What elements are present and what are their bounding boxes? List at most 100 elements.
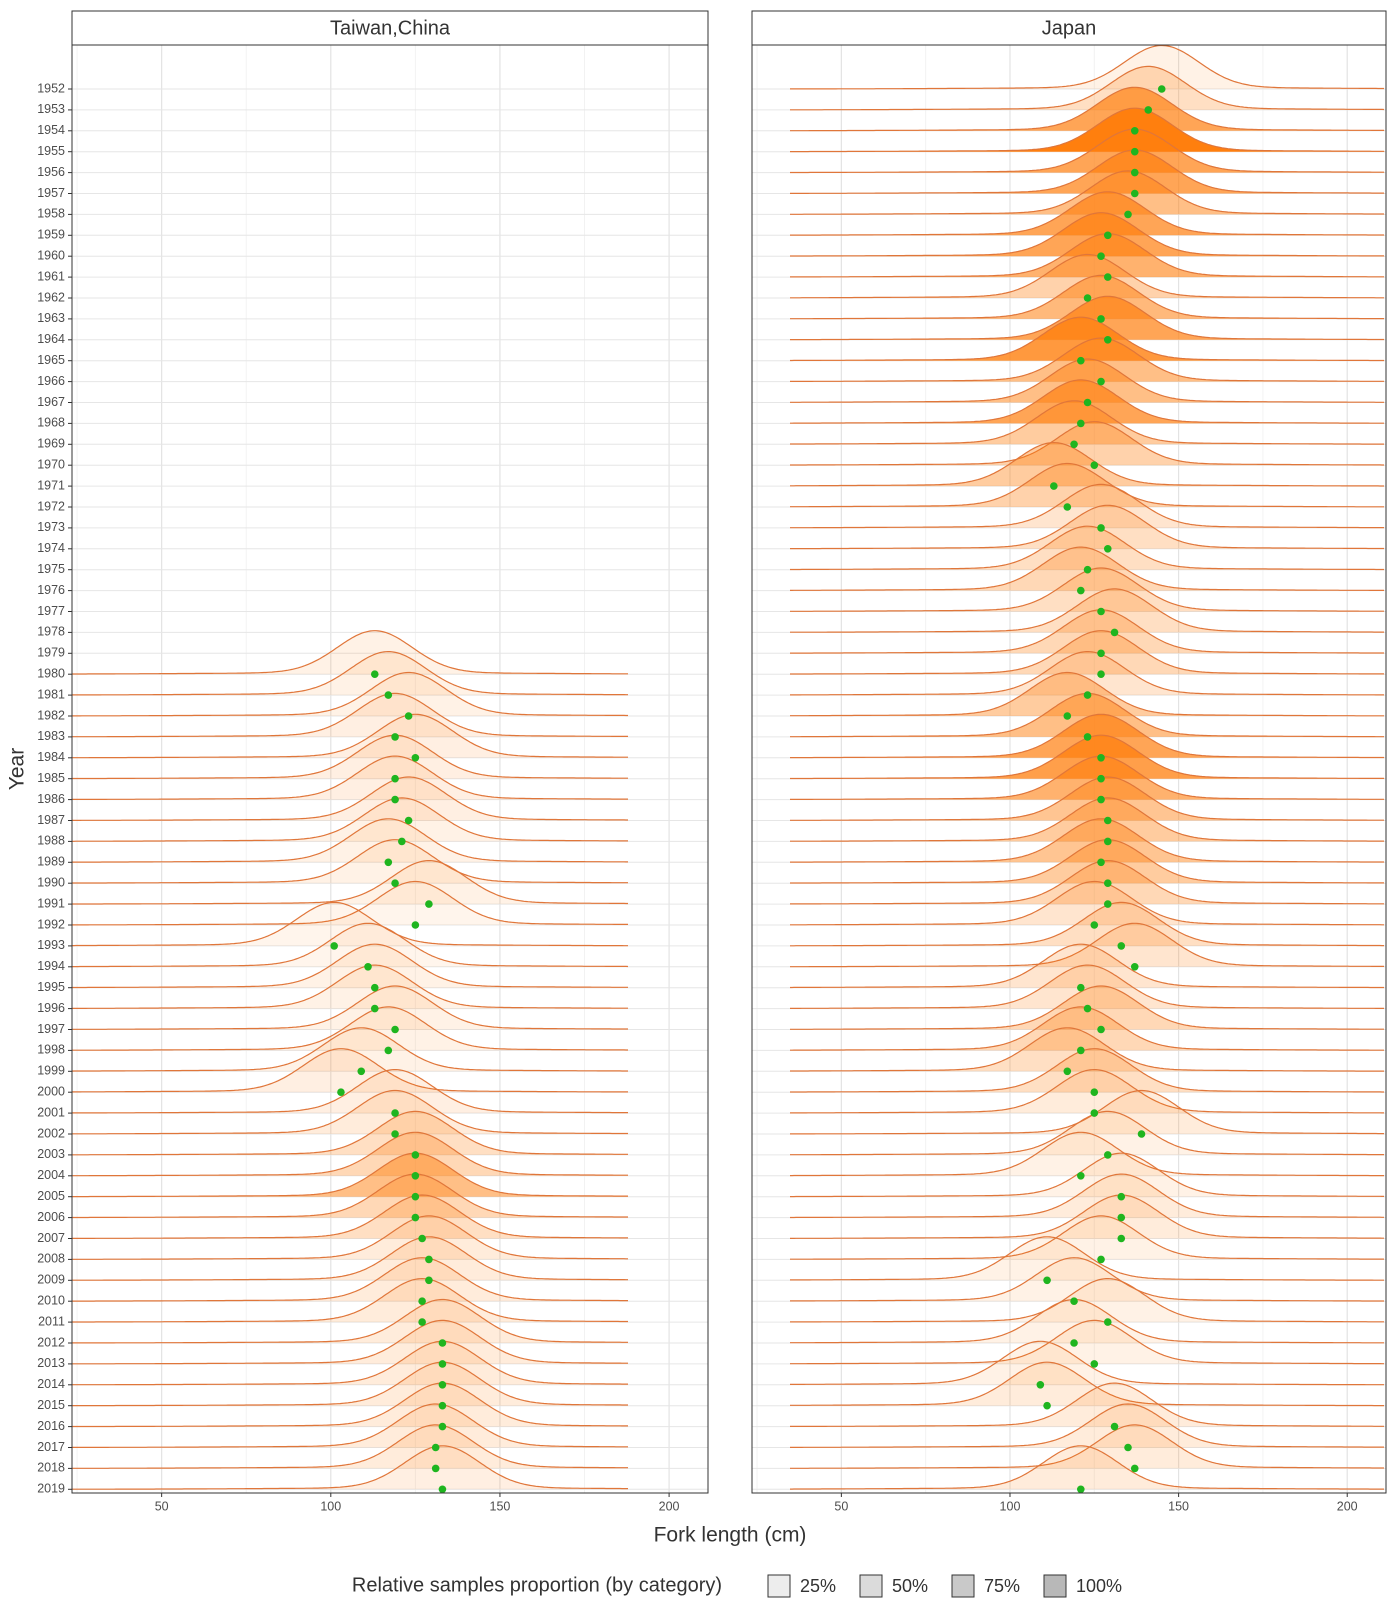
y-tick-label: 1970 — [37, 457, 65, 471]
ridge-outline — [790, 65, 1385, 111]
mean-point — [370, 1004, 379, 1013]
mean-point — [1090, 461, 1099, 470]
ridge — [790, 1341, 1385, 1385]
panel-background — [72, 45, 708, 1493]
ridge-outline — [790, 274, 1384, 320]
mean-point — [1130, 189, 1139, 198]
mean-point — [1097, 670, 1105, 678]
y-tick-label: 2010 — [37, 1293, 65, 1307]
ridge — [72, 1132, 628, 1176]
ridge — [790, 902, 1385, 946]
mean-point — [1103, 816, 1112, 825]
ridge-outline — [790, 441, 1384, 487]
legend-label: 75% — [984, 1576, 1020, 1596]
y-tick-label: 2008 — [37, 1252, 65, 1266]
ridge-outline — [72, 1236, 628, 1281]
ridge — [790, 756, 1385, 800]
ridge-outline — [72, 1048, 628, 1093]
mean-point — [1097, 252, 1105, 260]
mean-point — [425, 1276, 433, 1285]
y-tick-label: 1990 — [37, 875, 65, 889]
mean-point — [404, 816, 413, 825]
y-tick-label: 2012 — [37, 1335, 65, 1349]
y-tick-label: 1961 — [37, 269, 65, 283]
mean-point — [1103, 231, 1112, 240]
y-tick-label: 1958 — [37, 207, 65, 221]
ridge-outline — [790, 713, 1384, 759]
ridge — [790, 630, 1385, 675]
mean-point — [1070, 1339, 1078, 1347]
mean-point — [418, 1297, 426, 1305]
ridge — [790, 1132, 1385, 1176]
mean-point — [1077, 586, 1085, 595]
ridge-outline — [72, 1319, 628, 1365]
ridge-outline — [72, 1006, 628, 1051]
mean-point — [1083, 733, 1092, 741]
ridge-outline — [72, 1361, 628, 1407]
y-tick-label: 1964 — [37, 332, 65, 346]
panel-border — [71, 44, 709, 1494]
y-tick-label: 1952 — [37, 81, 65, 95]
mean-point — [1097, 649, 1105, 658]
y-tick-label: 2011 — [38, 1314, 65, 1328]
mean-point — [1063, 712, 1072, 720]
ridge — [790, 1236, 1385, 1281]
y-tick-label: 1971 — [37, 478, 65, 492]
mean-point — [438, 1485, 447, 1494]
mean-point — [1097, 607, 1105, 616]
ridge — [72, 777, 628, 821]
ridge — [790, 463, 1385, 507]
mean-point — [1097, 1025, 1105, 1034]
y-tick-label: 1973 — [37, 520, 65, 534]
ridge-outline — [790, 170, 1384, 215]
y-tick-label: 1974 — [37, 541, 65, 555]
mean-point — [391, 1025, 399, 1034]
ridge — [790, 254, 1385, 298]
ridge-outline — [72, 1340, 628, 1386]
ridge-outline — [790, 1361, 1384, 1407]
ridge-outline — [72, 880, 628, 926]
ridge-outline — [790, 901, 1384, 947]
legend-label: 25% — [800, 1576, 836, 1596]
ridge-outline — [790, 212, 1384, 257]
ridge — [790, 1257, 1385, 1302]
ridge-outline — [790, 1298, 1384, 1344]
mean-point — [1036, 1381, 1045, 1389]
ridge-outline — [790, 755, 1384, 800]
ridge — [72, 818, 628, 863]
ridge — [790, 150, 1385, 194]
mean-point — [411, 1151, 420, 1159]
ridge-outline — [790, 671, 1384, 717]
ridge-outline — [72, 901, 628, 947]
y-tick-label: 2016 — [37, 1419, 65, 1433]
ridge-outline — [790, 1403, 1384, 1448]
ridge — [790, 965, 1385, 1009]
ridge — [790, 170, 1385, 215]
legend-label: 50% — [892, 1576, 928, 1596]
ridge — [790, 108, 1385, 152]
ridge — [790, 442, 1385, 487]
mean-point — [1137, 1130, 1146, 1138]
panel-title: Taiwan,China — [330, 17, 451, 39]
y-tick-label: 1962 — [37, 290, 65, 304]
mean-point — [391, 795, 399, 804]
ridge-outline — [790, 1257, 1384, 1302]
y-tick-label: 1957 — [37, 186, 65, 200]
ridge-outline — [72, 922, 629, 968]
x-tick-label: 150 — [490, 1499, 511, 1513]
ridge — [72, 630, 628, 675]
panel-border — [751, 44, 1387, 1494]
ridge — [72, 693, 628, 737]
mean-point — [1130, 168, 1139, 177]
y-tick-label: 1991 — [37, 896, 65, 910]
mean-point — [411, 1172, 420, 1180]
mean-point — [1103, 837, 1112, 846]
ridge-outline — [790, 253, 1384, 299]
ridge-outline — [790, 1319, 1384, 1365]
mean-point — [1110, 1422, 1119, 1431]
ridge — [72, 1236, 628, 1281]
ridge-outline — [790, 943, 1384, 989]
mean-point — [1124, 1443, 1132, 1452]
y-tick-label: 2015 — [37, 1398, 65, 1412]
legend-title: Relative samples proportion (by category… — [352, 1574, 722, 1596]
